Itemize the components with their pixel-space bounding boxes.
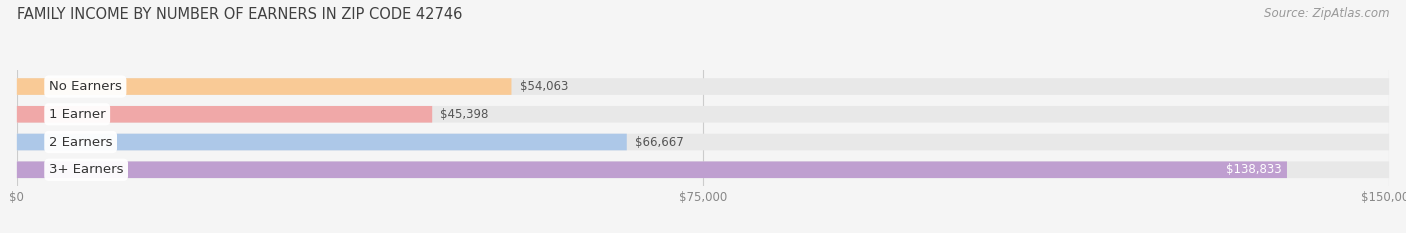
Text: No Earners: No Earners bbox=[49, 80, 122, 93]
FancyBboxPatch shape bbox=[17, 78, 512, 95]
FancyBboxPatch shape bbox=[17, 106, 432, 123]
Text: $54,063: $54,063 bbox=[520, 80, 568, 93]
Text: $66,667: $66,667 bbox=[636, 136, 683, 148]
FancyBboxPatch shape bbox=[17, 134, 1389, 150]
Text: Source: ZipAtlas.com: Source: ZipAtlas.com bbox=[1264, 7, 1389, 20]
FancyBboxPatch shape bbox=[17, 78, 1389, 95]
Text: 1 Earner: 1 Earner bbox=[49, 108, 105, 121]
Text: $138,833: $138,833 bbox=[1226, 163, 1281, 176]
Text: 3+ Earners: 3+ Earners bbox=[49, 163, 124, 176]
Text: 2 Earners: 2 Earners bbox=[49, 136, 112, 148]
Text: FAMILY INCOME BY NUMBER OF EARNERS IN ZIP CODE 42746: FAMILY INCOME BY NUMBER OF EARNERS IN ZI… bbox=[17, 7, 463, 22]
FancyBboxPatch shape bbox=[17, 161, 1286, 178]
FancyBboxPatch shape bbox=[17, 106, 1389, 123]
Text: $45,398: $45,398 bbox=[440, 108, 489, 121]
FancyBboxPatch shape bbox=[17, 161, 1389, 178]
FancyBboxPatch shape bbox=[17, 134, 627, 150]
